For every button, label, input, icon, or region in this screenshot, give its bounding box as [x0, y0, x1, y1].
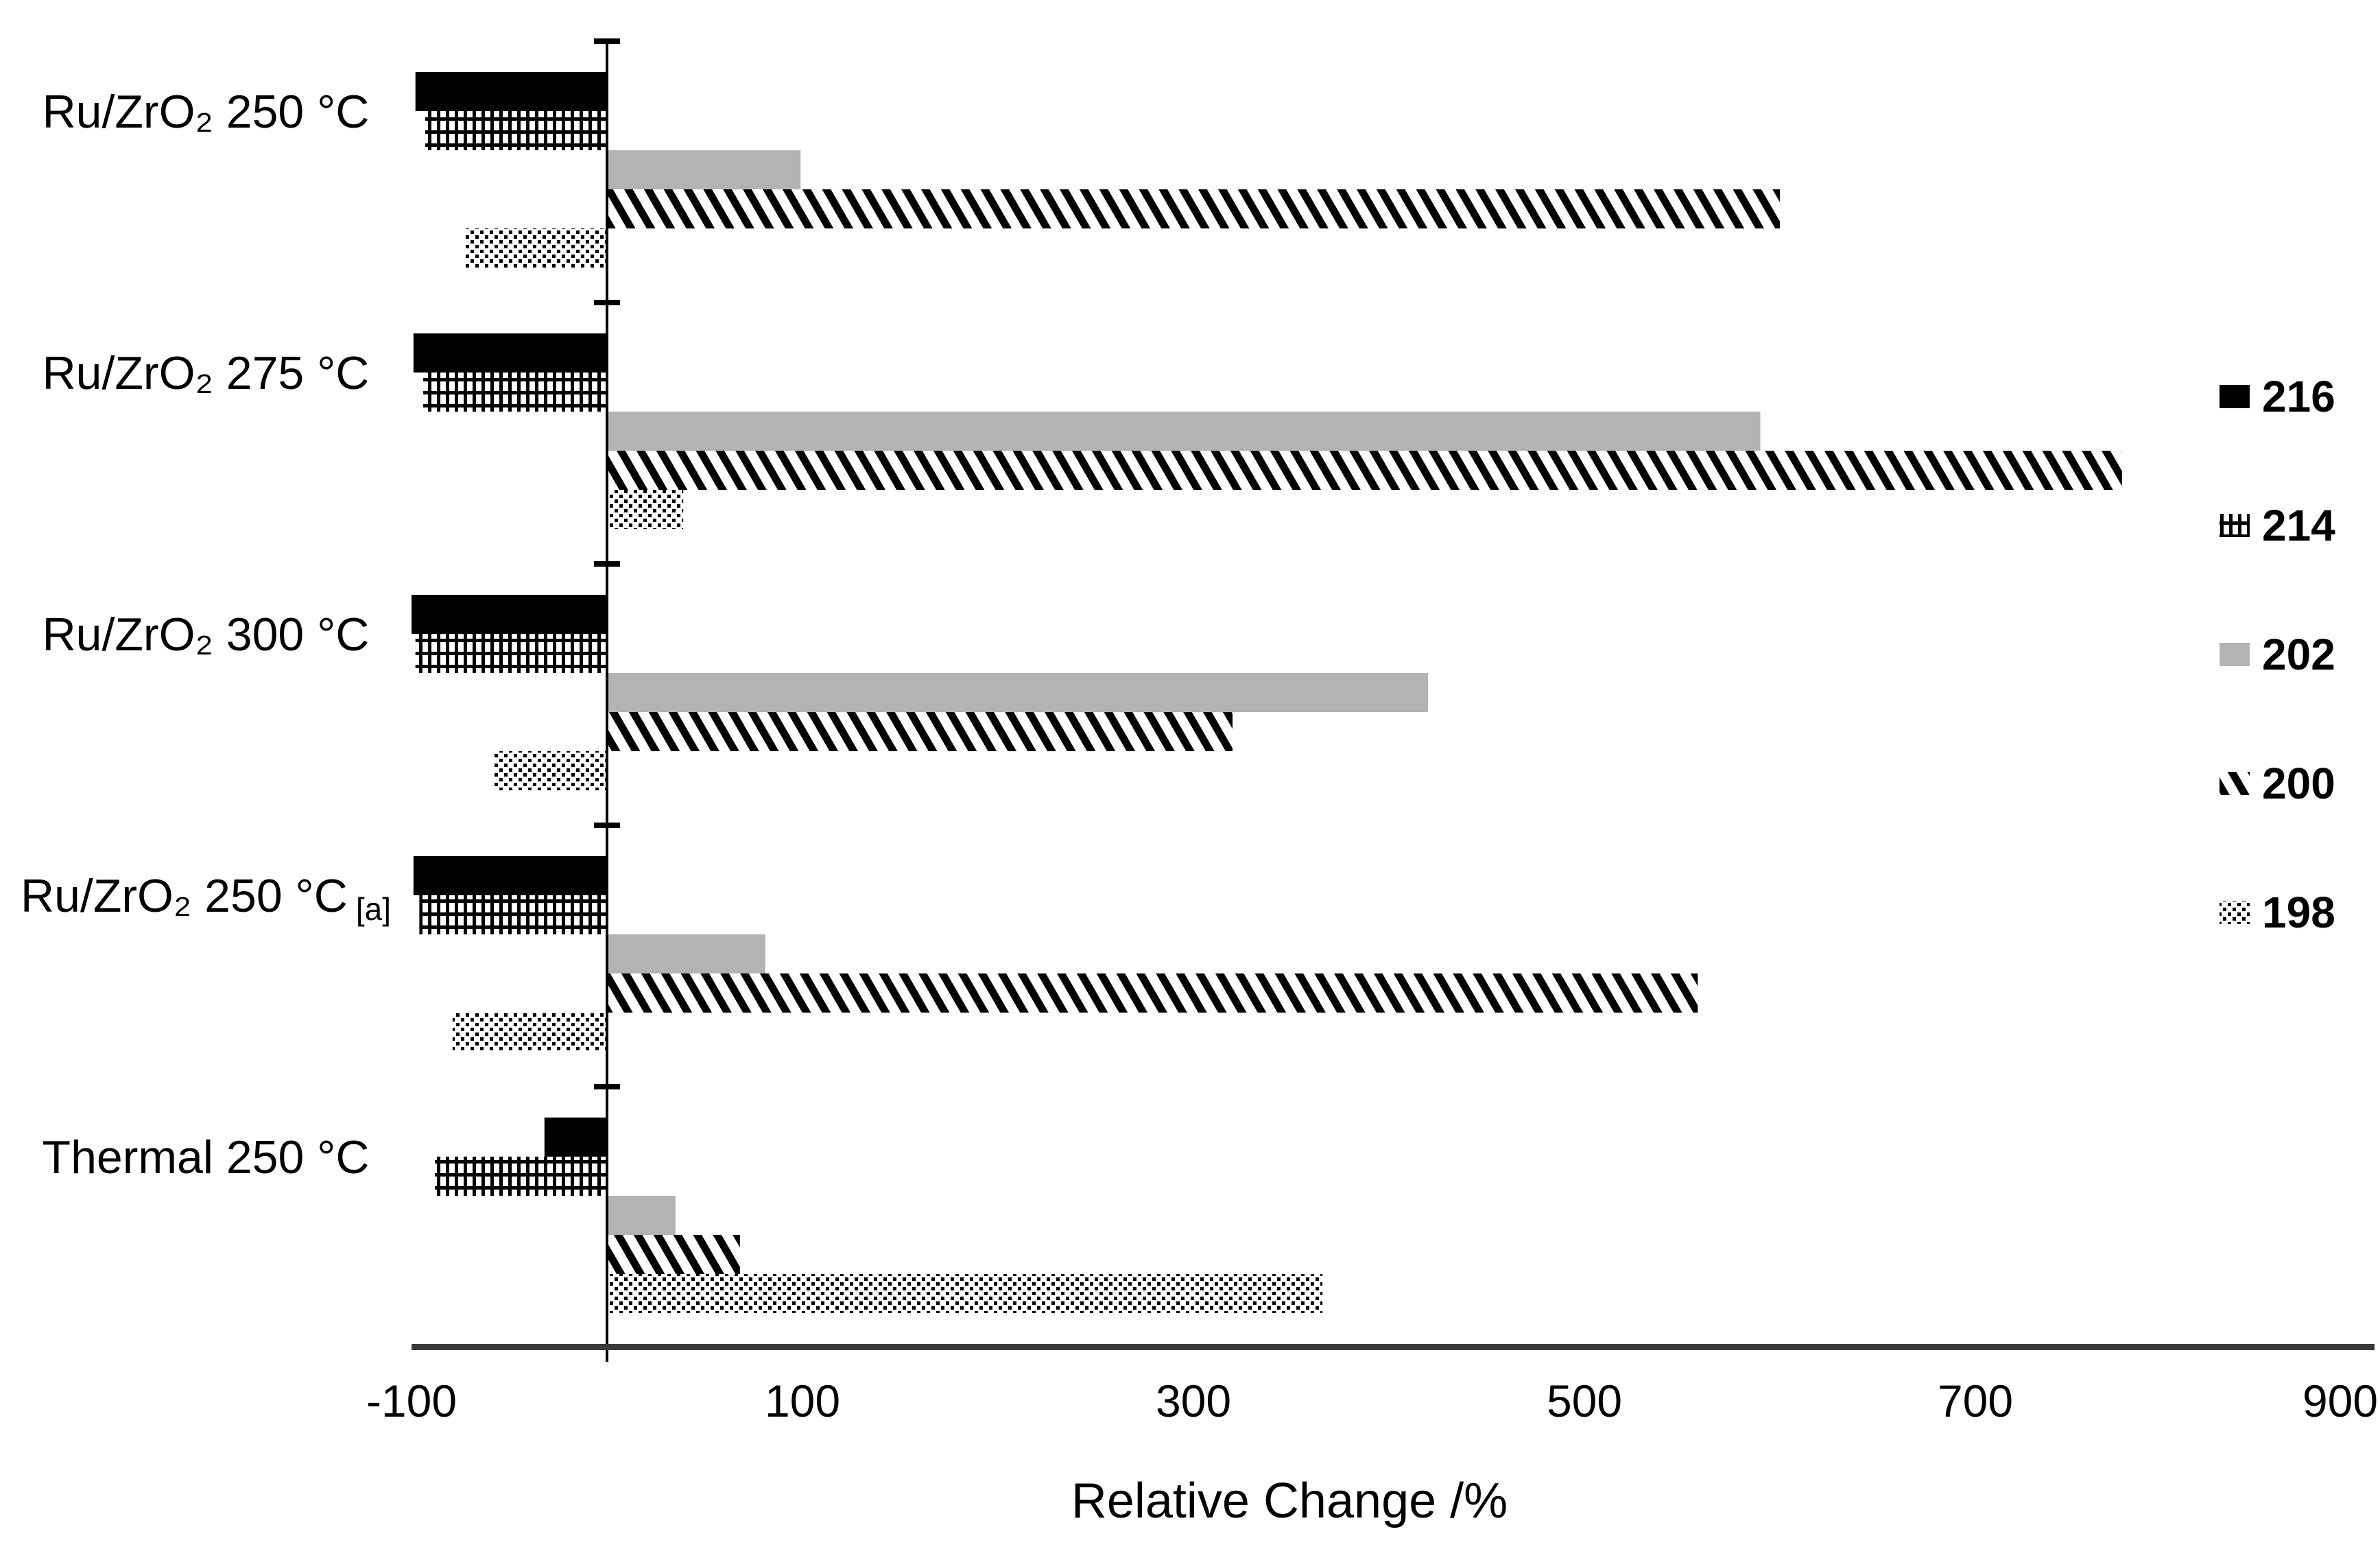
bar-series-200-cat-0 [607, 189, 1780, 228]
bar-series-214-cat-1 [423, 373, 607, 412]
legend-label-198: 198 [2262, 888, 2335, 937]
bar-series-198-cat-2 [493, 751, 607, 790]
bar-series-214-cat-2 [415, 634, 607, 673]
category-label-0: Ru/ZrO₂ 250 °C [43, 86, 370, 138]
legend-marker-216-icon [2220, 385, 2250, 408]
bar-series-198-cat-0 [464, 228, 608, 268]
category-axis-line [606, 40, 608, 1362]
legend-label-216: 216 [2262, 372, 2335, 421]
category-label-3: Ru/ZrO₂ 250 °C [a] [21, 870, 391, 927]
legend-label-202: 202 [2262, 630, 2335, 679]
bar-series-200-cat-1 [607, 451, 2122, 490]
x-tick-label-700: 700 [1938, 1375, 2013, 1426]
bar-series-198-cat-4 [607, 1274, 1323, 1313]
category-axis-tick-2 [594, 561, 620, 567]
bar-series-216-cat-2 [412, 595, 607, 634]
legend-marker-202-icon [2220, 643, 2250, 666]
category-axis-tick-4 [594, 1084, 620, 1089]
bar-series-202-cat-3 [607, 934, 765, 973]
bar-series-200-cat-4 [607, 1235, 740, 1274]
x-axis-title: Relative Change /% [1071, 1474, 1508, 1528]
bar-series-202-cat-1 [607, 412, 1761, 451]
x-tick-label--100: -100 [366, 1375, 457, 1426]
bar-series-202-cat-0 [607, 150, 801, 189]
value-tick-labels: -100 100 300 500 700 900 [366, 1375, 2378, 1426]
category-axis-ticks [594, 38, 620, 1089]
category-labels: Ru/ZrO₂ 250 °C Ru/ZrO₂ 275 °C Ru/ZrO₂ 300 … [21, 86, 391, 1183]
value-axis-line [412, 1344, 2375, 1350]
legend-marker-214-pattern-icon [2220, 514, 2250, 537]
bar-series-214-cat-4 [435, 1157, 607, 1196]
x-tick-label-500: 500 [1547, 1375, 1622, 1426]
legend: 216 214 202 200 198 [2220, 372, 2335, 937]
bar-series-216-cat-1 [413, 333, 607, 373]
category-axis-tick-0 [594, 38, 620, 44]
bar-series-216-cat-3 [413, 856, 607, 895]
category-axis-tick-3 [594, 823, 620, 828]
bar-series-216-cat-4 [544, 1118, 607, 1157]
bar-series-202-cat-2 [607, 673, 1428, 712]
x-tick-label-300: 300 [1156, 1375, 1231, 1426]
bar-series-198-cat-1 [607, 490, 684, 529]
bar-series-214-cat-3 [419, 895, 607, 934]
legend-marker-198-pattern-icon [2220, 901, 2250, 924]
category-label-4: Thermal 250 °C [43, 1131, 370, 1183]
bar-series-198-cat-3 [452, 1013, 608, 1052]
legend-label-200: 200 [2262, 759, 2335, 808]
category-axis-tick-1 [594, 300, 620, 305]
bar-series-216-cat-0 [415, 72, 607, 111]
category-label-1: Ru/ZrO₂ 275 °C [43, 347, 370, 399]
bar-series-200-cat-2 [607, 712, 1233, 751]
category-label-2: Ru/ZrO₂ 300 °C [43, 609, 370, 661]
bar-series-202-cat-4 [607, 1196, 676, 1235]
legend-marker-200-pattern-icon [2220, 772, 2250, 795]
x-tick-label-100: 100 [765, 1375, 840, 1426]
bar-series-200-cat-3 [607, 973, 1698, 1013]
bars-group [412, 72, 2122, 1313]
legend-label-214: 214 [2262, 501, 2335, 550]
bar-series-214-cat-0 [425, 111, 608, 150]
x-tick-label-900: 900 [2302, 1375, 2378, 1426]
